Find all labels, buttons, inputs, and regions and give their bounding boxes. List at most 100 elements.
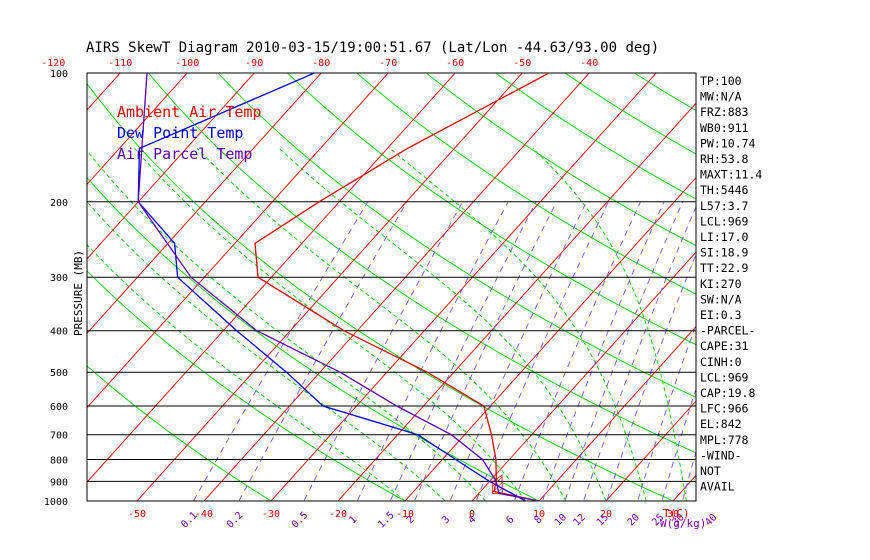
profile-curves — [137, 73, 550, 501]
series-line-parcel — [137, 73, 540, 501]
bottom-temp-tick-label: 30 — [667, 509, 679, 520]
pressure-tick-label: 900 — [50, 477, 68, 488]
index-entry: WB0:911 — [700, 121, 749, 135]
mixing-ratio-label: 12 — [572, 512, 588, 528]
mixing-unit-label: W(g/kg) — [660, 517, 706, 530]
mixing-ratio-label: 4 — [466, 514, 478, 526]
isotherm — [87, 73, 255, 260]
legend-parcel: Air Parcel Temp — [117, 145, 252, 163]
index-entry: MW:N/A — [700, 90, 742, 104]
isotherm — [404, 177, 696, 501]
bottom-temp-tick-label: -20 — [329, 509, 347, 520]
bottom-temp-tick-label: -30 — [262, 509, 280, 520]
isotherm — [270, 73, 657, 501]
top-temp-tick-label: -60 — [446, 58, 464, 69]
index-entry: TT:22.9 — [700, 261, 749, 275]
dry-adiabat — [287, 73, 696, 346]
isotherm — [87, 73, 322, 334]
isotherm — [87, 73, 121, 111]
pressure-tick-label: 400 — [50, 327, 68, 338]
bottom-temp-tick-label: -50 — [128, 509, 146, 520]
isotherm — [799, 64, 870, 511]
isotherm — [0, 64, 62, 511]
pressure-tick-label: 1000 — [44, 497, 68, 508]
index-entry: SI:18.9 — [700, 246, 749, 260]
index-entry: RH:53.8 — [700, 152, 749, 166]
dry-adiabat — [495, 73, 696, 200]
top-temp-tick-label: -80 — [312, 58, 330, 69]
index-entry: CAPE:31 — [700, 339, 749, 353]
dry-adiabat — [356, 73, 696, 295]
moist-adiabat — [196, 148, 567, 501]
moist-adiabat — [389, 148, 647, 501]
dry-adiabat — [87, 365, 272, 501]
index-entry: L57:3.7 — [700, 199, 749, 213]
top-temp-tick-label: -50 — [513, 58, 531, 69]
mixing-ratio-label: 0.5 — [290, 510, 311, 531]
index-entry: MPL:778 — [700, 433, 749, 447]
top-temp-tick-label: -110 — [108, 58, 132, 69]
mixing-ratio-line — [303, 201, 463, 501]
mixing-ratio-line — [583, 205, 696, 501]
pressure-tick-label: 600 — [50, 402, 68, 413]
index-entry: TH:5446 — [700, 183, 749, 197]
mixing-ratio-line — [449, 201, 587, 501]
mixing-ratio-line — [414, 201, 558, 501]
mixing-ratio-line — [192, 201, 369, 501]
top-temp-tick-label: -40 — [580, 58, 598, 69]
index-entry: FRZ:883 — [700, 105, 749, 119]
pressure-tick-label: 300 — [50, 273, 68, 284]
legend-dewpoint: Dew Point Temp — [117, 124, 243, 142]
isotherm — [605, 400, 696, 501]
moist-adiabat — [87, 201, 446, 501]
isotherm — [87, 73, 389, 409]
index-entry: -PARCEL- — [700, 324, 755, 338]
mixing-ratio-line — [513, 201, 641, 501]
mixing-ratio-line — [606, 253, 696, 501]
legend-ambient: Ambient Air Temp — [117, 103, 262, 121]
index-entry: NOT — [700, 464, 721, 478]
pressure-tick-label: 800 — [50, 456, 68, 467]
bottom-temp-tick-label: 0 — [469, 509, 475, 520]
isobar-lines — [86, 72, 697, 502]
y-axis-label: PRESSURE (MB) — [72, 250, 85, 336]
index-entry: PW:10.74 — [700, 136, 755, 150]
bottom-temp-tick-label: -40 — [195, 509, 213, 520]
bottom-temp-tick-label: -10 — [396, 509, 414, 520]
top-temp-tick-label: -100 — [175, 58, 199, 69]
top-temp-tick-label: -90 — [245, 58, 263, 69]
moist-adiabat — [87, 150, 486, 501]
dry-adiabat — [87, 82, 675, 501]
bottom-temp-tick-labels: -50 -40 -30 -20 -10 0 10 20 30 — [128, 509, 679, 520]
dry-adiabat — [217, 73, 696, 398]
top-temp-tick-labels: -120 -110 -100 -90 -80 -70 -60 -50 -40 — [41, 58, 598, 69]
top-temp-tick-label: -120 — [41, 58, 65, 69]
mixing-ratio-line — [238, 201, 408, 501]
isotherm — [136, 73, 523, 501]
pressure-tick-labels: 100 200 300 400 500 600 700 800 900 1000 — [44, 69, 68, 508]
mixing-ratio-line — [541, 201, 665, 501]
isotherm — [732, 64, 870, 511]
pressure-tick-label: 100 — [50, 69, 68, 80]
moist-adiabat — [278, 148, 607, 501]
mixing-ratio-line — [475, 201, 609, 501]
isotherm — [866, 64, 870, 511]
mixing-ratio-line — [564, 201, 684, 501]
series-line-ambient — [254, 73, 550, 501]
index-entry: TP:100 — [700, 74, 742, 88]
chart-title: AIRS SkewT Diagram 2010-03-15/19:00:51.6… — [86, 40, 659, 56]
dry-adiabat — [87, 176, 541, 501]
legend: Ambient Air Temp Dew Point Temp Air Parc… — [117, 103, 262, 163]
index-entry: LCL:969 — [700, 214, 749, 228]
mixing-ratio-label: 0.2 — [225, 510, 246, 531]
isotherm — [87, 73, 188, 186]
mixing-ratio-label: 6 — [505, 514, 517, 526]
index-entry: MAXT:11.4 — [700, 168, 762, 182]
isotherm — [87, 73, 456, 483]
mixing-ratio-label: 3 — [440, 514, 452, 526]
index-entry: LI:17.0 — [700, 230, 749, 244]
isotherm — [337, 102, 696, 501]
index-entry: EI:0.3 — [700, 308, 742, 322]
